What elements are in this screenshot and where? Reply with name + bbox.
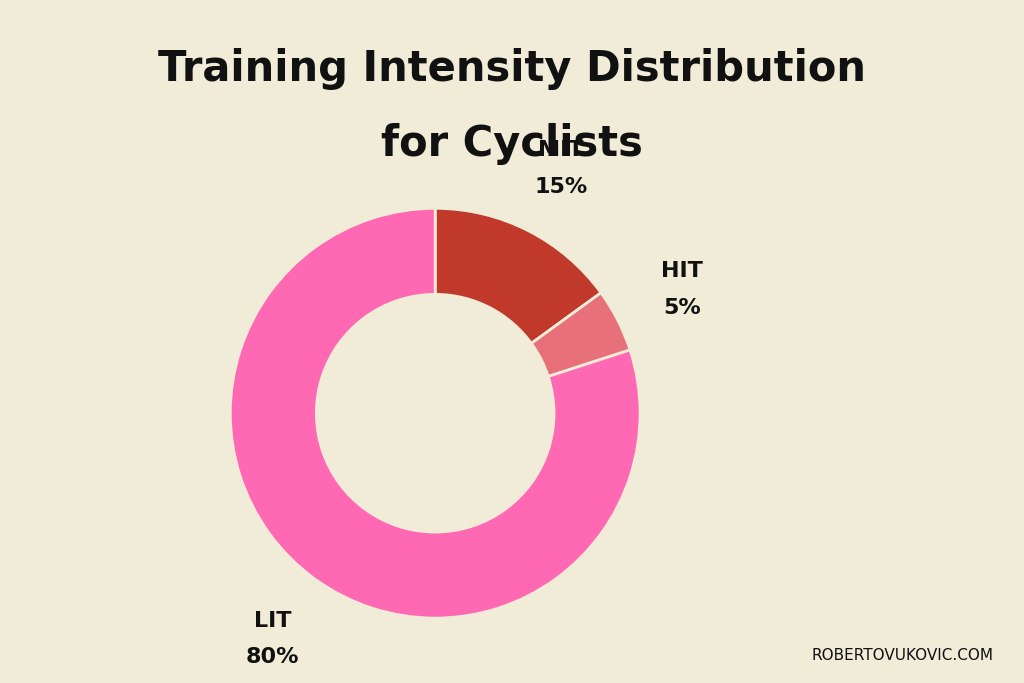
Wedge shape [531, 293, 630, 376]
Text: HIT: HIT [660, 261, 702, 281]
Text: MIT: MIT [538, 141, 584, 161]
Text: 5%: 5% [663, 298, 700, 318]
Text: 15%: 15% [535, 178, 588, 197]
Text: 80%: 80% [246, 647, 299, 667]
Text: LIT: LIT [254, 611, 292, 630]
Wedge shape [435, 208, 601, 344]
Wedge shape [230, 208, 640, 618]
Text: for Cyclists: for Cyclists [381, 123, 643, 165]
Text: ROBERTOVUKOVIC.COM: ROBERTOVUKOVIC.COM [811, 647, 993, 663]
Text: Training Intensity Distribution: Training Intensity Distribution [158, 48, 866, 89]
